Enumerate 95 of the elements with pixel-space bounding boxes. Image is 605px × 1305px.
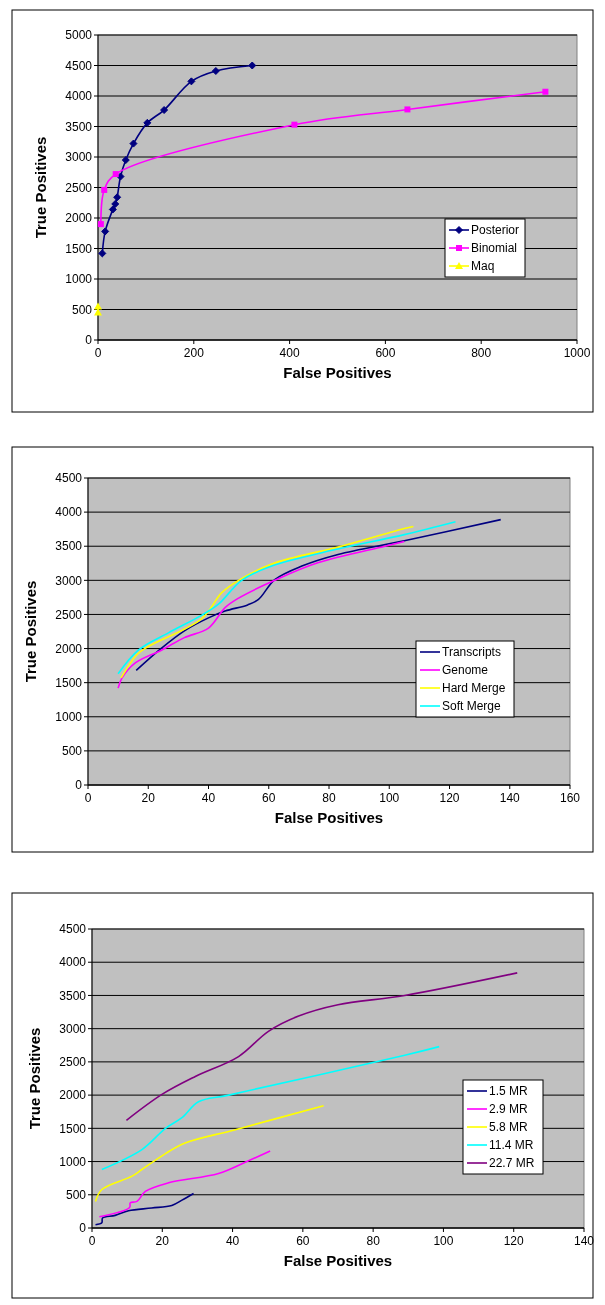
y-tick-label: 1500 xyxy=(65,241,93,256)
x-tick-label: 200 xyxy=(183,346,205,360)
legend-label: 2.9 MR xyxy=(489,1102,529,1117)
x-tick-label: 20 xyxy=(141,791,156,805)
x-tick-label: 160 xyxy=(559,791,581,805)
x-tick-label: 80 xyxy=(366,1234,381,1248)
point xyxy=(187,77,196,86)
x-tick-label: 0 xyxy=(94,346,102,360)
legend-label: Posterior xyxy=(471,223,520,238)
point xyxy=(101,227,110,236)
point xyxy=(121,156,130,165)
x-tick-label: 80 xyxy=(322,791,336,805)
y-axis-title: True Positives xyxy=(32,136,49,239)
y-tick-label: 3000 xyxy=(55,573,83,588)
point xyxy=(542,88,549,95)
y-axis-title: True Positives xyxy=(22,580,39,683)
line-series xyxy=(98,1150,271,1218)
x-tick-label: 20 xyxy=(155,1234,170,1248)
point xyxy=(101,186,108,193)
y-tick-label: 3500 xyxy=(55,539,83,554)
legend-label: 11.4 MR xyxy=(489,1138,534,1153)
x-tick-label: 60 xyxy=(262,791,276,805)
x-tick-label: 40 xyxy=(225,1234,240,1248)
legend-label: Binomial xyxy=(471,241,518,256)
point xyxy=(129,139,138,148)
point xyxy=(404,106,411,113)
y-tick-label: 0 xyxy=(79,1221,87,1236)
x-tick-label: 120 xyxy=(503,1234,525,1248)
point xyxy=(248,61,257,70)
point xyxy=(211,66,220,75)
x-axis-title: False Positives xyxy=(283,1252,393,1269)
legend-label: 1.5 MR xyxy=(489,1084,529,1099)
y-tick-label: 5000 xyxy=(65,28,93,43)
legend-label: 22.7 MR xyxy=(489,1156,535,1171)
y-tick-label: 2000 xyxy=(55,641,83,656)
y-tick-label: 1000 xyxy=(59,1154,87,1169)
point xyxy=(291,121,298,128)
line-series xyxy=(135,518,502,672)
point xyxy=(143,118,152,127)
legend-label: Maq xyxy=(471,259,495,274)
x-tick-label: 100 xyxy=(433,1234,454,1248)
y-tick-label: 2000 xyxy=(65,211,93,226)
y-tick-label: 3000 xyxy=(59,1021,87,1036)
line-series xyxy=(117,540,406,689)
y-tick-label: 500 xyxy=(65,1187,87,1202)
point xyxy=(111,199,120,208)
x-tick-label: 120 xyxy=(439,791,460,805)
y-tick-label: 1500 xyxy=(55,675,83,690)
x-axis-title: False Positives xyxy=(274,809,384,826)
legend-label: Hard Merge xyxy=(442,681,506,696)
y-axis-title: True Positives xyxy=(26,1027,43,1130)
point xyxy=(112,171,119,178)
x-tick-label: 40 xyxy=(201,791,216,805)
x-tick-label: 1000 xyxy=(563,346,591,360)
x-tick-label: 600 xyxy=(375,346,396,360)
y-tick-label: 4000 xyxy=(65,89,93,104)
line-series xyxy=(94,1192,195,1226)
y-tick-label: 2500 xyxy=(55,607,83,622)
line-series xyxy=(94,1104,325,1203)
legend-label: Genome xyxy=(442,663,489,678)
point xyxy=(98,249,107,258)
y-tick-label: 0 xyxy=(75,778,83,793)
y-tick-label: 4500 xyxy=(55,471,83,486)
y-tick-label: 4500 xyxy=(59,922,87,937)
y-tick-label: 4000 xyxy=(59,955,87,970)
y-tick-label: 2500 xyxy=(65,180,93,195)
y-tick-label: 4000 xyxy=(55,505,83,520)
x-tick-label: 100 xyxy=(379,791,400,805)
x-tick-label: 60 xyxy=(296,1234,310,1248)
line-series xyxy=(120,525,415,679)
legend-label: Soft Merge xyxy=(442,699,502,714)
y-tick-label: 500 xyxy=(71,302,93,317)
point xyxy=(97,221,104,228)
legend-label: Transcripts xyxy=(442,645,501,660)
line-series xyxy=(101,1045,441,1171)
x-axis-title: False Positives xyxy=(283,364,392,381)
y-tick-label: 0 xyxy=(85,333,93,348)
point xyxy=(113,193,122,202)
point xyxy=(108,205,117,214)
y-tick-label: 500 xyxy=(61,744,83,759)
x-tick-label: 140 xyxy=(573,1234,595,1248)
y-tick-label: 1000 xyxy=(65,272,93,287)
y-tick-label: 2500 xyxy=(59,1055,87,1070)
legend-label: 5.8 MR xyxy=(489,1120,529,1135)
x-tick-label: 140 xyxy=(499,791,521,805)
x-tick-label: 400 xyxy=(279,346,300,360)
y-tick-label: 2000 xyxy=(59,1088,87,1103)
y-tick-label: 3500 xyxy=(59,988,87,1003)
y-tick-label: 3000 xyxy=(65,150,93,165)
y-tick-label: 1000 xyxy=(55,709,83,724)
point xyxy=(160,106,169,115)
y-tick-label: 4500 xyxy=(65,58,93,73)
y-tick-label: 1500 xyxy=(59,1121,87,1136)
y-tick-label: 3500 xyxy=(65,119,93,134)
x-tick-label: 800 xyxy=(471,346,492,360)
